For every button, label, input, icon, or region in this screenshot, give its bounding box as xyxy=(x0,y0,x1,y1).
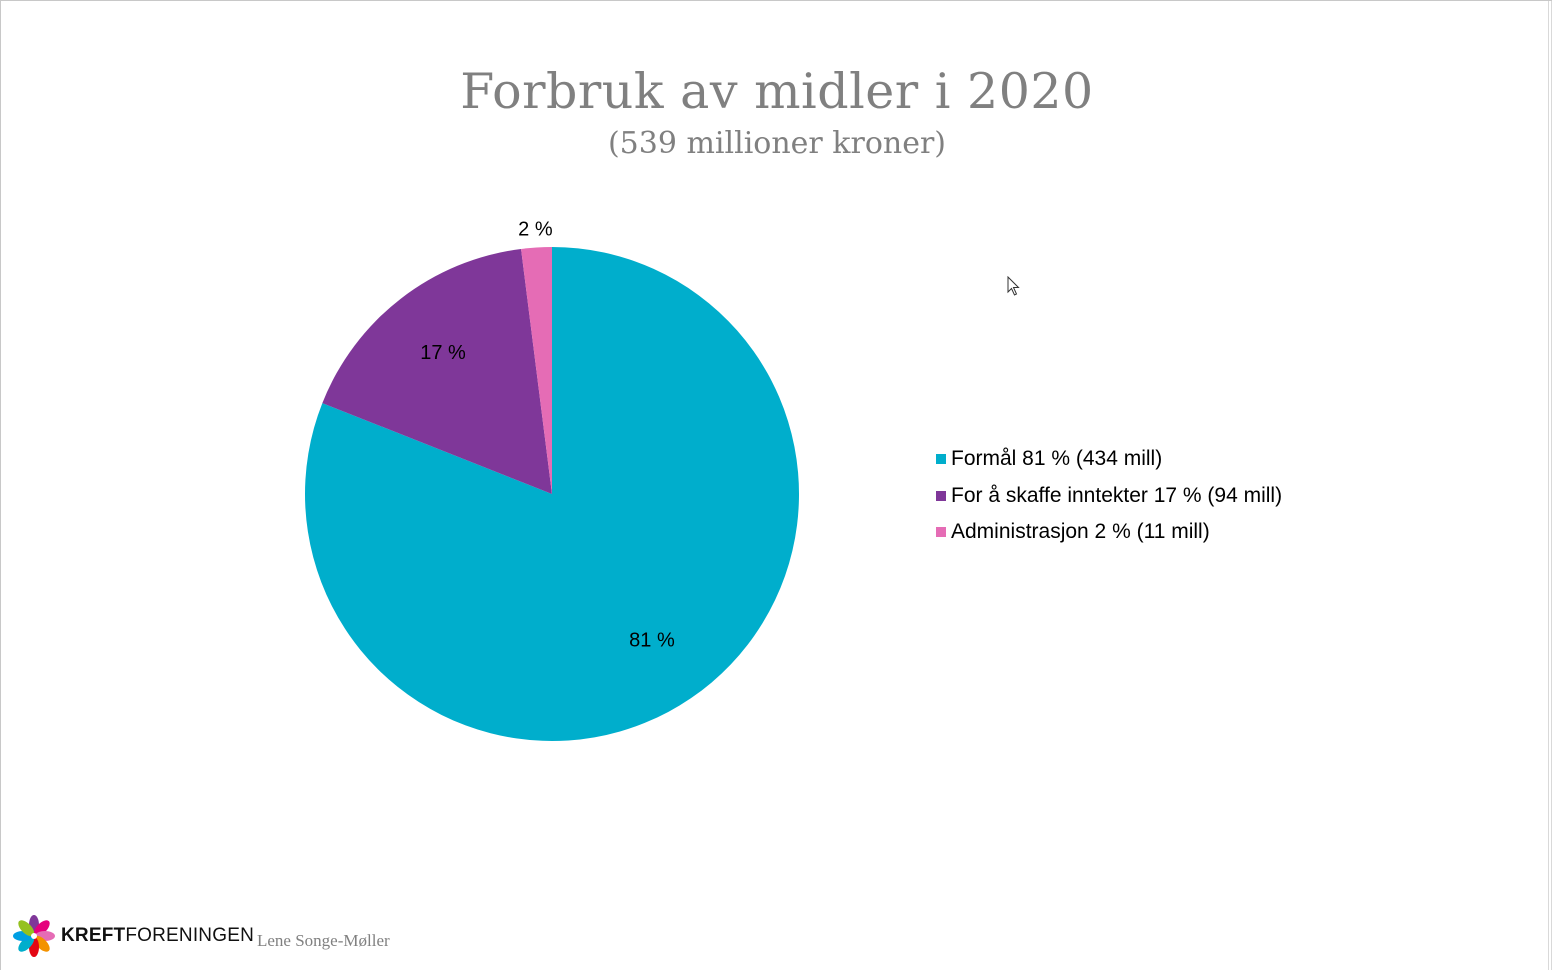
legend-swatch xyxy=(936,454,946,465)
kreftforeningen-logo: KREFTFORENINGEN xyxy=(11,913,254,959)
pie-slices xyxy=(305,247,800,742)
legend-item-1: Formål 81 % (434 mill) xyxy=(936,441,1282,478)
legend-swatch xyxy=(936,527,946,538)
chart-title: Forbruk av midler i 2020 xyxy=(460,63,1094,120)
logo-bold-part: KREFT xyxy=(61,925,126,946)
chart-legend: Formål 81 % (434 mill) For å skaffe innte… xyxy=(936,441,1282,551)
legend-label: Administrasjon 2 % (11 mill) xyxy=(951,520,1210,544)
chart-subtitle: (539 millioner kroner) xyxy=(607,126,947,161)
author-name: Lene Songe-Møller xyxy=(257,931,390,950)
pie-slice-3 xyxy=(521,247,552,494)
legend-item-3: Administrasjon 2 % (11 mill) xyxy=(936,514,1282,551)
pie-slice-2 xyxy=(322,248,552,494)
legend-swatch xyxy=(936,490,946,501)
pie-data-labels: 81 % 17 % 2 % xyxy=(420,219,675,652)
logo-wordmark: KREFTFORENINGEN xyxy=(61,925,254,947)
flower-logo-icon xyxy=(13,915,55,957)
pie-data-label-2: 17 % xyxy=(420,342,466,364)
mouse-pointer-icon xyxy=(1007,276,1020,296)
pie-data-label-1: 81 % xyxy=(629,629,675,651)
legend-item-2: For å skaffe inntekter 17 % (94 mill) xyxy=(936,478,1282,515)
legend-label: Formål 81 % (434 mill) xyxy=(951,447,1163,471)
pie-data-label-3: 2 % xyxy=(518,219,553,241)
pie-slice-1 xyxy=(305,247,800,742)
legend-label: For å skaffe inntekter 17 % (94 mill) xyxy=(951,483,1283,507)
logo-regular-part: FORENINGEN xyxy=(125,925,255,946)
